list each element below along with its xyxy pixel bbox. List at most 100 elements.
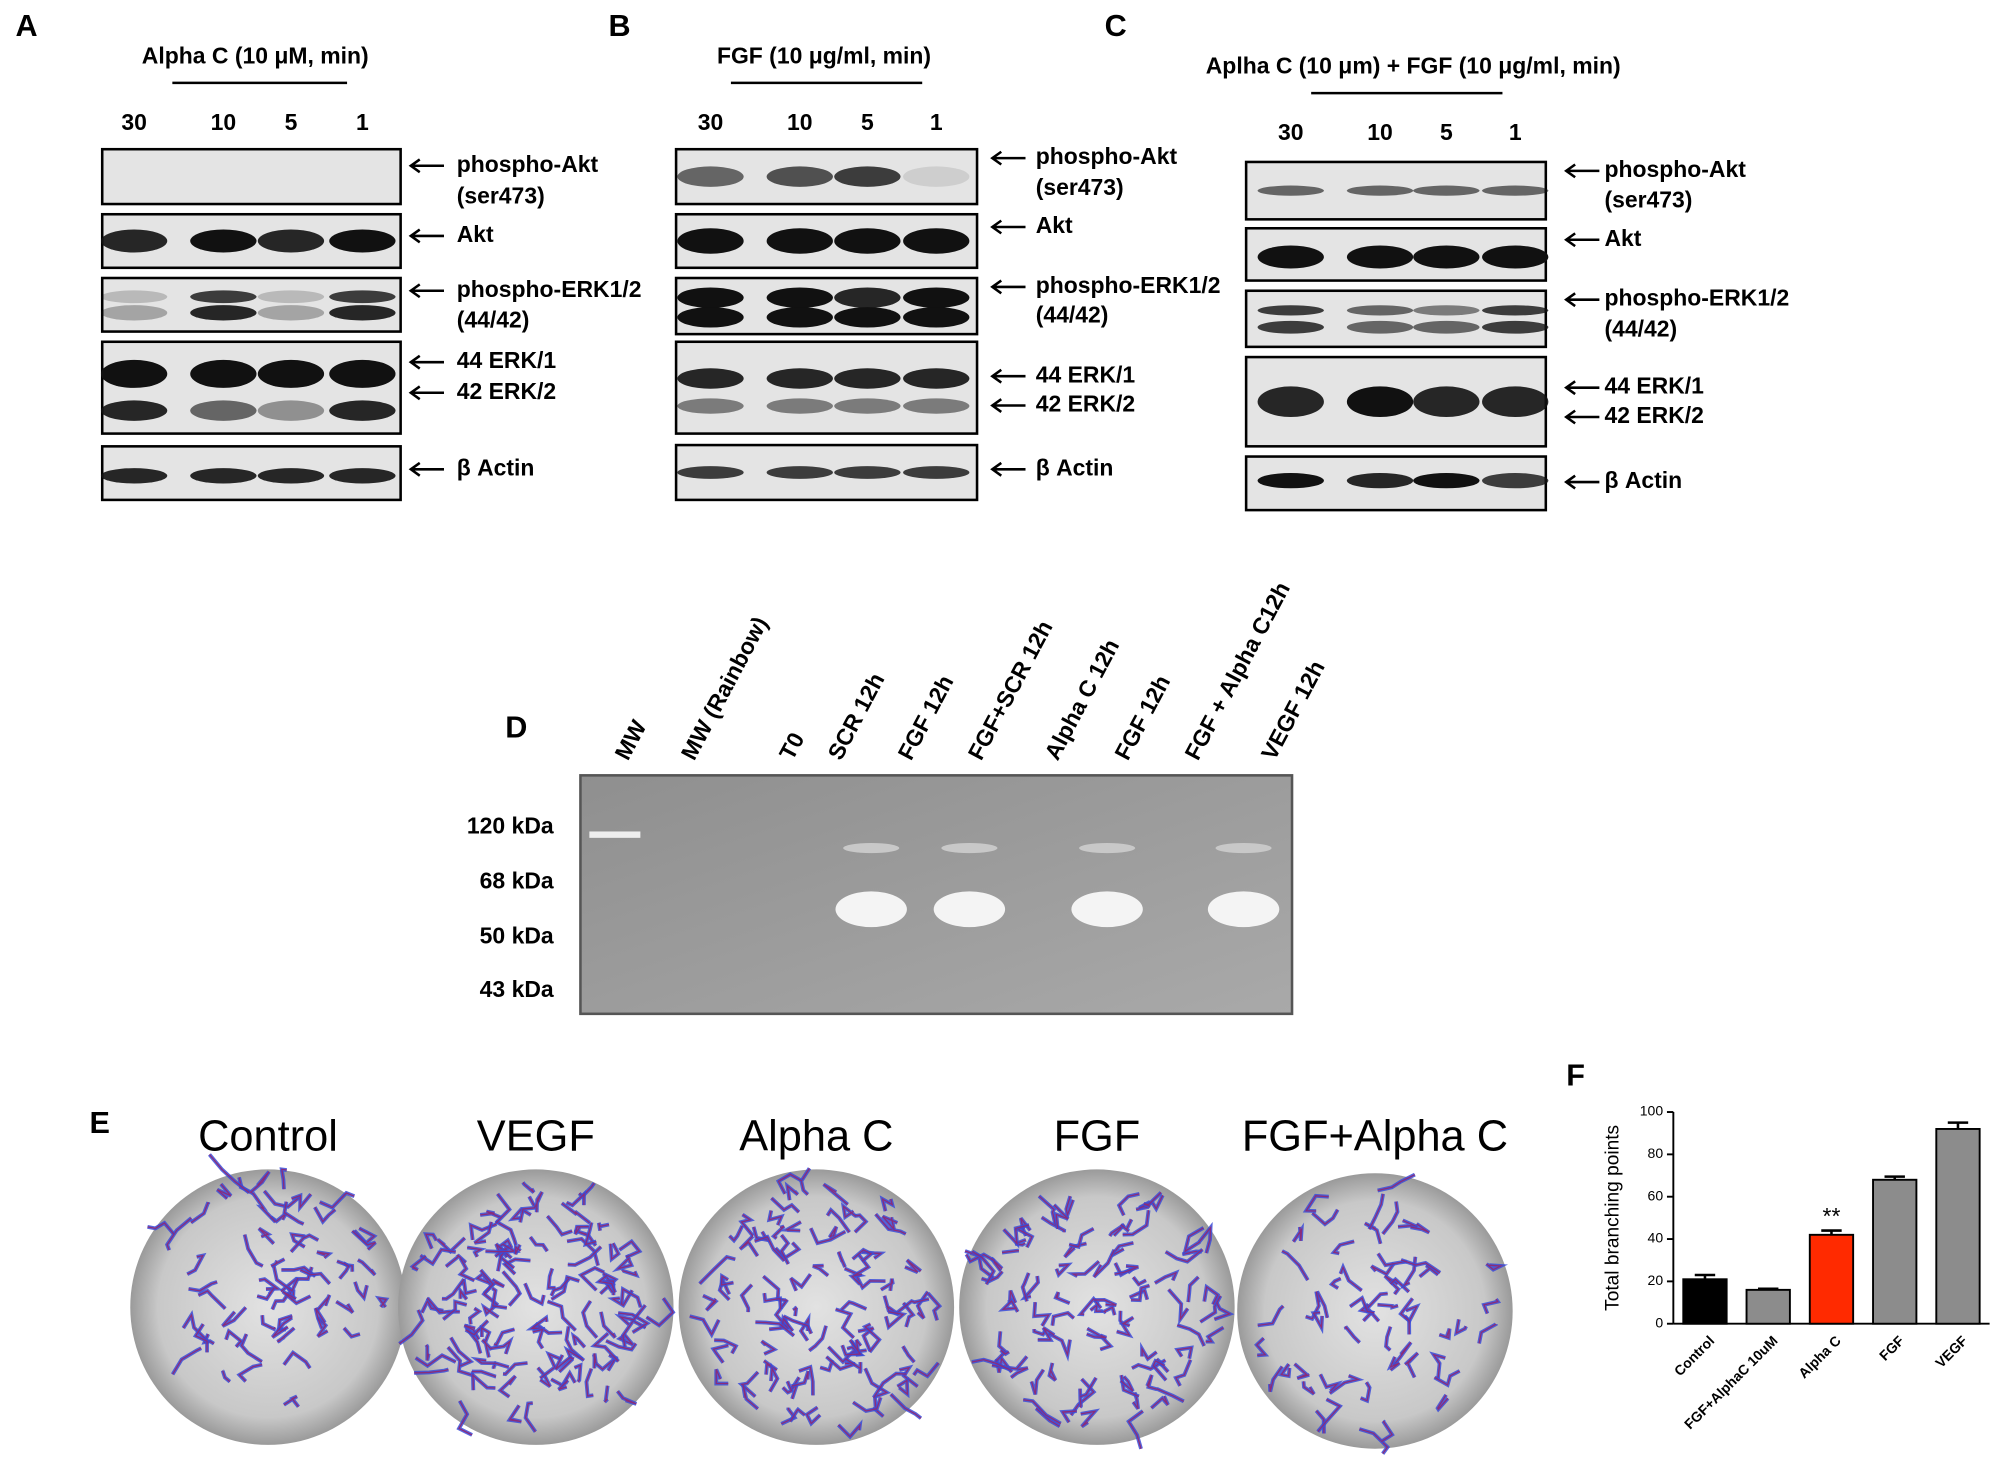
tube-skeleton: [1141, 1346, 1157, 1360]
tube-skeleton: [761, 1340, 776, 1355]
tube-skeleton: [1079, 1297, 1102, 1315]
tube-skeleton: [1038, 1195, 1057, 1226]
tube-skeleton: [1478, 1323, 1497, 1344]
marker-label: 50 kDa: [480, 922, 554, 948]
tube-skeleton: [1392, 1341, 1412, 1366]
tube-skeleton: [574, 1226, 589, 1235]
tube-skeleton: [258, 1227, 275, 1245]
well-image: [678, 1169, 955, 1445]
tube-skeleton: [1280, 1363, 1291, 1377]
band: [329, 400, 396, 421]
arrow: [990, 368, 1026, 384]
band-label: 44 ERK/1: [457, 347, 557, 373]
tube-skeleton: [522, 1182, 535, 1193]
band-label: Akt: [1036, 212, 1073, 238]
band: [1346, 305, 1414, 316]
tube-skeleton: [714, 1339, 737, 1354]
tube-skeleton: [277, 1327, 295, 1343]
tube-skeleton: [411, 1255, 427, 1271]
tube-skeleton: [529, 1236, 548, 1252]
tube-skeleton: [1486, 1263, 1504, 1271]
tube-skeleton: [469, 1307, 481, 1325]
tube-skeleton: [618, 1312, 649, 1333]
tube-skeleton: [771, 1197, 800, 1213]
tube-skeleton: [558, 1348, 583, 1373]
tube-skeleton: [715, 1369, 729, 1385]
lysis-band: [835, 891, 907, 928]
tube-skeleton: [442, 1300, 467, 1320]
band-label: β Actin: [457, 454, 535, 480]
band-label: Akt: [457, 221, 494, 247]
tube-skeleton: [872, 1396, 884, 1417]
band: [1482, 386, 1549, 418]
tube-skeleton: [546, 1215, 573, 1236]
tube-skeleton: [1010, 1367, 1029, 1379]
tube-skeleton: [742, 1384, 759, 1410]
tube-skeleton: [499, 1375, 516, 1398]
error-bar: [1947, 1121, 1969, 1129]
band: [766, 398, 833, 414]
tube-skeleton: [567, 1246, 602, 1266]
band: [1346, 320, 1414, 334]
tube-skeleton: [566, 1192, 585, 1207]
band-label: phospho-ERK1/2: [1036, 272, 1221, 298]
tube-skeleton: [339, 1262, 350, 1279]
tube-skeleton: [786, 1184, 799, 1201]
lysis-band: [843, 842, 900, 854]
tube-skeleton: [854, 1273, 886, 1289]
tube-skeleton: [1093, 1299, 1117, 1306]
tube-skeleton: [1436, 1394, 1449, 1411]
band: [1346, 386, 1414, 418]
band-label: 42 ERK/2: [457, 378, 556, 404]
panel-letter: C: [1105, 9, 1127, 43]
band: [834, 368, 901, 389]
tube-skeleton: [800, 1167, 811, 1195]
arrow: [1564, 474, 1600, 490]
tube-skeleton: [1432, 1353, 1446, 1379]
tube-skeleton: [780, 1234, 789, 1265]
tube-skeleton: [524, 1283, 545, 1305]
tube-skeleton: [845, 1358, 862, 1374]
band: [100, 359, 168, 388]
band: [677, 287, 744, 308]
tube-skeleton: [873, 1372, 907, 1399]
bar: [1872, 1178, 1918, 1325]
tube-skeleton: [166, 1217, 192, 1251]
tube-skeleton: [755, 1321, 795, 1337]
lysis-band: [1215, 842, 1272, 854]
band-label: β Actin: [1036, 454, 1114, 480]
band: [1346, 185, 1414, 196]
tube-skeleton: [585, 1368, 594, 1397]
tube-skeleton: [739, 1235, 759, 1257]
tube-skeleton: [740, 1214, 754, 1237]
tube-skeleton: [1001, 1299, 1019, 1313]
tube-skeleton: [611, 1289, 633, 1307]
tube-skeleton: [777, 1173, 803, 1195]
panel-title: Aplha C (10 μm) + FGF (10 μg/ml, min): [1206, 53, 1621, 79]
tube-skeleton: [459, 1289, 468, 1300]
band-label: phospho-ERK1/2: [1604, 285, 1789, 311]
tube-skeleton: [437, 1237, 466, 1253]
tube-skeleton: [529, 1316, 548, 1330]
tube-skeleton: [263, 1190, 301, 1208]
image-title: FGF: [1054, 1112, 1141, 1160]
tube-skeleton: [502, 1362, 528, 1375]
x-tick-label: VEGF: [1932, 1332, 1971, 1371]
band: [1413, 386, 1480, 418]
band: [766, 166, 833, 187]
band: [766, 287, 833, 308]
tube-skeleton: [849, 1339, 862, 1352]
tube-skeleton: [1214, 1302, 1232, 1320]
band: [1257, 386, 1324, 418]
tube-skeleton: [1410, 1223, 1430, 1234]
tube-skeleton: [837, 1423, 861, 1438]
tube-skeleton: [712, 1344, 729, 1363]
tube-skeleton: [826, 1209, 850, 1233]
lane-label: MW: [609, 715, 651, 764]
tube-skeleton: [222, 1370, 231, 1383]
band: [903, 228, 970, 254]
band: [903, 287, 970, 308]
band: [677, 466, 744, 479]
lysis-band: [1079, 842, 1136, 854]
tube-skeleton: [261, 1315, 276, 1330]
